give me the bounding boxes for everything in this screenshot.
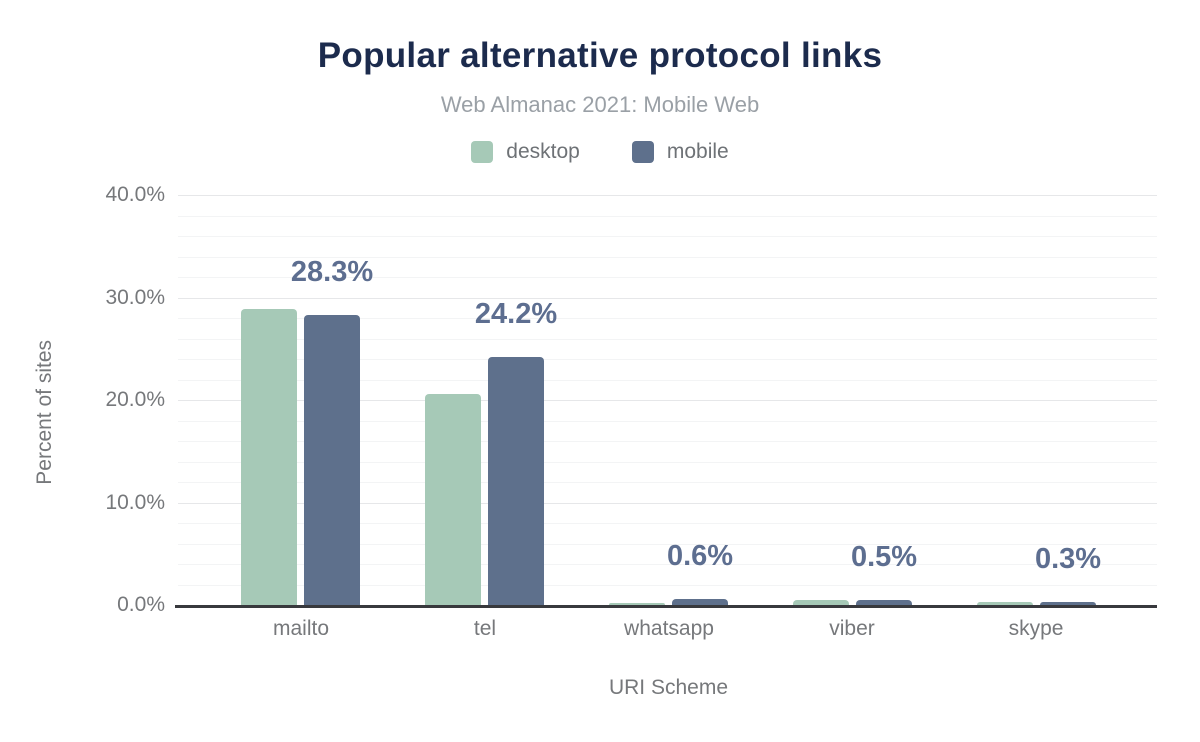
minor-gridline — [178, 380, 1157, 381]
minor-gridline — [178, 359, 1157, 360]
mobile-bar-tel — [488, 357, 544, 605]
minor-gridline — [178, 277, 1157, 278]
major-gridline — [178, 503, 1157, 504]
x-axis-tick-label: tel — [473, 617, 497, 640]
desktop-bar-whatsapp — [609, 603, 665, 605]
x-axis-tick-label: mailto — [272, 617, 330, 640]
y-axis-tick-label: 40.0% — [105, 183, 165, 206]
minor-gridline — [178, 482, 1157, 483]
mobile-bar-whatsapp — [672, 599, 728, 605]
x-axis-line — [175, 605, 1157, 608]
major-gridline — [178, 400, 1157, 401]
legend-swatch-desktop — [471, 141, 494, 163]
major-gridline — [178, 195, 1157, 196]
x-axis-tick-label: skype — [1008, 617, 1064, 640]
bar-value-label: 24.2% — [474, 298, 558, 330]
y-axis-tick-label: 0.0% — [117, 593, 165, 616]
chart-title: Popular alternative protocol links — [317, 36, 883, 75]
mobile-bar-viber — [856, 600, 912, 605]
major-gridline — [178, 298, 1157, 299]
minor-gridline — [178, 339, 1157, 340]
minor-gridline — [178, 544, 1157, 545]
legend-label-desktop: desktop — [506, 140, 580, 163]
bar-value-label: 0.5% — [850, 541, 918, 573]
minor-gridline — [178, 318, 1157, 319]
legend-swatch-mobile — [631, 141, 654, 163]
desktop-bar-mailto — [241, 309, 297, 605]
x-axis-tick-label: whatsapp — [624, 617, 714, 640]
bar-value-label: 0.6% — [666, 540, 734, 572]
minor-gridline — [178, 257, 1157, 258]
minor-gridline — [178, 564, 1157, 565]
minor-gridline — [178, 523, 1157, 524]
mobile-bar-skype — [1040, 602, 1096, 605]
desktop-bar-viber — [793, 600, 849, 605]
x-axis-tick-label: viber — [829, 617, 875, 640]
bar-value-label: 0.3% — [1034, 543, 1102, 575]
legend-label-mobile: mobile — [666, 140, 729, 163]
minor-gridline — [178, 441, 1157, 442]
y-axis-tick-label: 30.0% — [105, 286, 165, 309]
minor-gridline — [178, 216, 1157, 217]
minor-gridline — [178, 462, 1157, 463]
chart-subtitle: Web Almanac 2021: Mobile Web — [440, 92, 760, 117]
mobile-bar-mailto — [304, 315, 360, 605]
y-axis-tick-label: 10.0% — [105, 491, 165, 514]
desktop-bar-tel — [425, 394, 481, 605]
legend-item-mobile: mobile — [631, 140, 729, 164]
bar-value-label: 28.3% — [290, 256, 374, 288]
desktop-bar-skype — [977, 602, 1033, 605]
legend: desktop mobile — [0, 140, 1200, 164]
minor-gridline — [178, 585, 1157, 586]
y-axis-title: Percent of sites — [33, 340, 56, 485]
minor-gridline — [178, 236, 1157, 237]
minor-gridline — [178, 421, 1157, 422]
legend-item-desktop: desktop — [471, 140, 580, 164]
x-axis-title: URI Scheme — [608, 676, 729, 699]
y-axis-tick-label: 20.0% — [105, 388, 165, 411]
